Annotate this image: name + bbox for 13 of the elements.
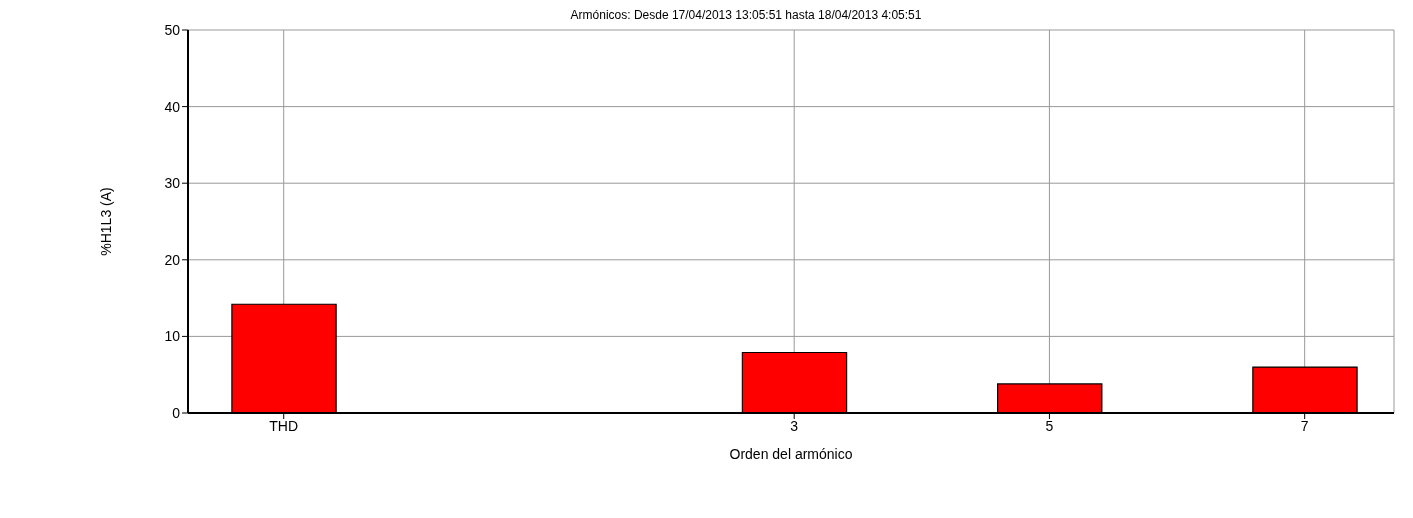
- y-tick-label: 40: [164, 98, 181, 115]
- x-axis-title: Orden del armónico: [729, 446, 853, 462]
- y-tick-label: 10: [164, 328, 181, 345]
- y-tick-label: 20: [164, 251, 181, 268]
- y-axis-title: %H1L3 (A): [97, 187, 114, 256]
- x-tick-label: 5: [1045, 417, 1054, 434]
- x-tick-label: THD: [269, 417, 299, 434]
- y-tick-label: 30: [164, 175, 181, 192]
- y-tick-label: 0: [172, 404, 181, 421]
- x-tick-label: 3: [790, 417, 799, 434]
- x-tick-label: 7: [1300, 417, 1309, 434]
- y-tick-label: 50: [164, 21, 181, 38]
- chart-title: Armónicos: Desde 17/04/2013 13:05:51 hasta 18/04/2013 4:05:51: [569, 8, 923, 22]
